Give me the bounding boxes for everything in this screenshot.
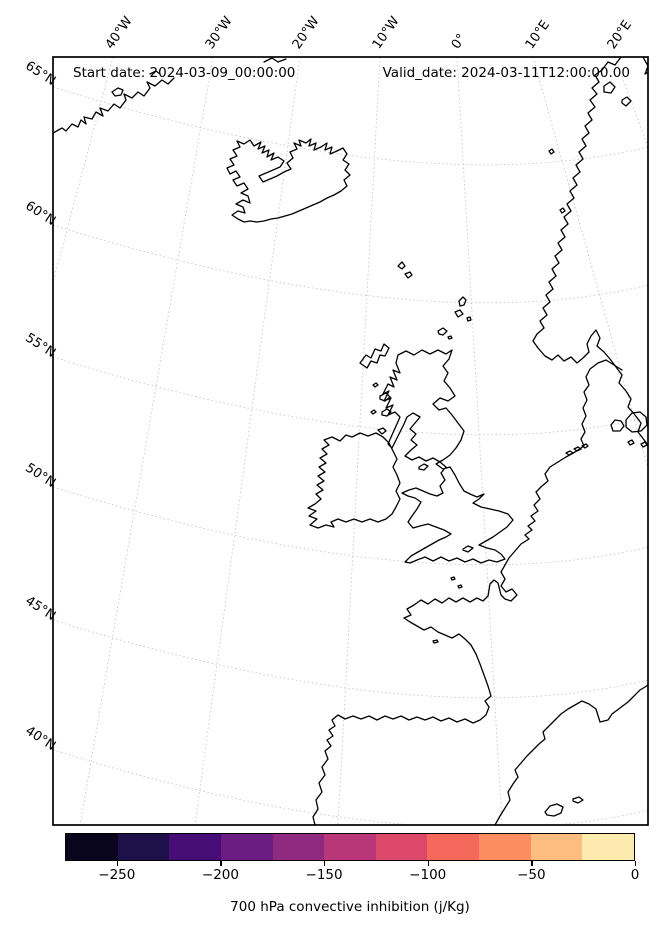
colorbar-tick-label: −250 [98, 867, 136, 883]
coastlines [53, 57, 648, 825]
coast-isle-of-man [418, 463, 429, 471]
coast-top-edge-islet [263, 57, 287, 63]
coast-greenland [53, 77, 175, 134]
meridian-0 [456, 57, 503, 825]
coast-zealand [625, 411, 648, 433]
coast-norway-corner [642, 57, 648, 75]
colorbar-segment [582, 834, 635, 860]
colorbar-tick-label: −200 [201, 867, 239, 883]
colorbar-segment [324, 834, 376, 860]
parallel-55n [53, 356, 648, 436]
coast-norway-islets [548, 81, 632, 214]
coast-iceland [226, 138, 351, 223]
coast-shetland [454, 296, 472, 322]
coast-hebrides [359, 343, 392, 435]
colorbar-label: 700 hPa convective inhibition (j/Kg) [230, 899, 470, 915]
start-date-text: Start date: 2024-03-09_00:00:00 [73, 65, 296, 81]
meridian-40w [53, 57, 114, 283]
colorbar-segment [272, 834, 325, 860]
colorbar-tick [324, 861, 326, 866]
colorbar-segment [169, 834, 221, 860]
colorbar-tick [531, 861, 533, 866]
coast-danish-islets [627, 439, 648, 448]
coast-wadden-islets [565, 443, 589, 456]
colorbar-segment [427, 834, 480, 860]
colorbar-tick [116, 861, 119, 866]
colorbar-segment [479, 834, 531, 860]
colorbar [65, 833, 635, 861]
coast-isle-of-wight [462, 545, 474, 553]
colorbar-segment [220, 834, 273, 860]
colorbar-segment [66, 834, 118, 860]
coast-orkney [437, 327, 453, 340]
colorbar-tick-label: −100 [409, 867, 447, 883]
meridian-10e [532, 57, 648, 469]
parallel-65n [53, 86, 648, 166]
coast-channel-islands [450, 576, 463, 589]
coast-mallorca [544, 803, 564, 817]
parallel-50n [53, 486, 648, 566]
coast-faroes [397, 261, 413, 279]
map-border [52, 56, 649, 826]
coast-menorca [572, 796, 584, 804]
coast-sweden-kattegat [647, 487, 648, 490]
colorbar-tick-label: −150 [305, 867, 343, 883]
coast-ireland [307, 432, 401, 529]
parallel-60n [53, 224, 648, 304]
coast-belle-ile [432, 639, 439, 644]
colorbar-segment [375, 834, 428, 860]
coast-great-britain [382, 349, 514, 564]
valid-date-text: Valid_date: 2024-03-11T12:00:00.00 [382, 65, 630, 81]
parallel-45n [53, 619, 648, 699]
meridian-10w [337, 57, 381, 825]
parallel-40n [53, 749, 648, 825]
colorbar-segment [530, 834, 583, 860]
colorbar-tick-label: 0 [630, 867, 640, 883]
colorbar-tick [427, 861, 430, 866]
coast-spain-med [494, 684, 648, 825]
gridlines [53, 57, 648, 825]
coast-greenland-islet [111, 70, 161, 97]
colorbar-segment [117, 834, 170, 860]
colorbar-tick [635, 861, 637, 866]
colorbar-tick-label: −50 [517, 867, 546, 883]
colorbar-tick [220, 861, 222, 866]
coast-continent [312, 359, 623, 825]
coast-funen [610, 419, 625, 432]
meridian-30w [79, 57, 214, 825]
coast-norway [532, 57, 648, 448]
